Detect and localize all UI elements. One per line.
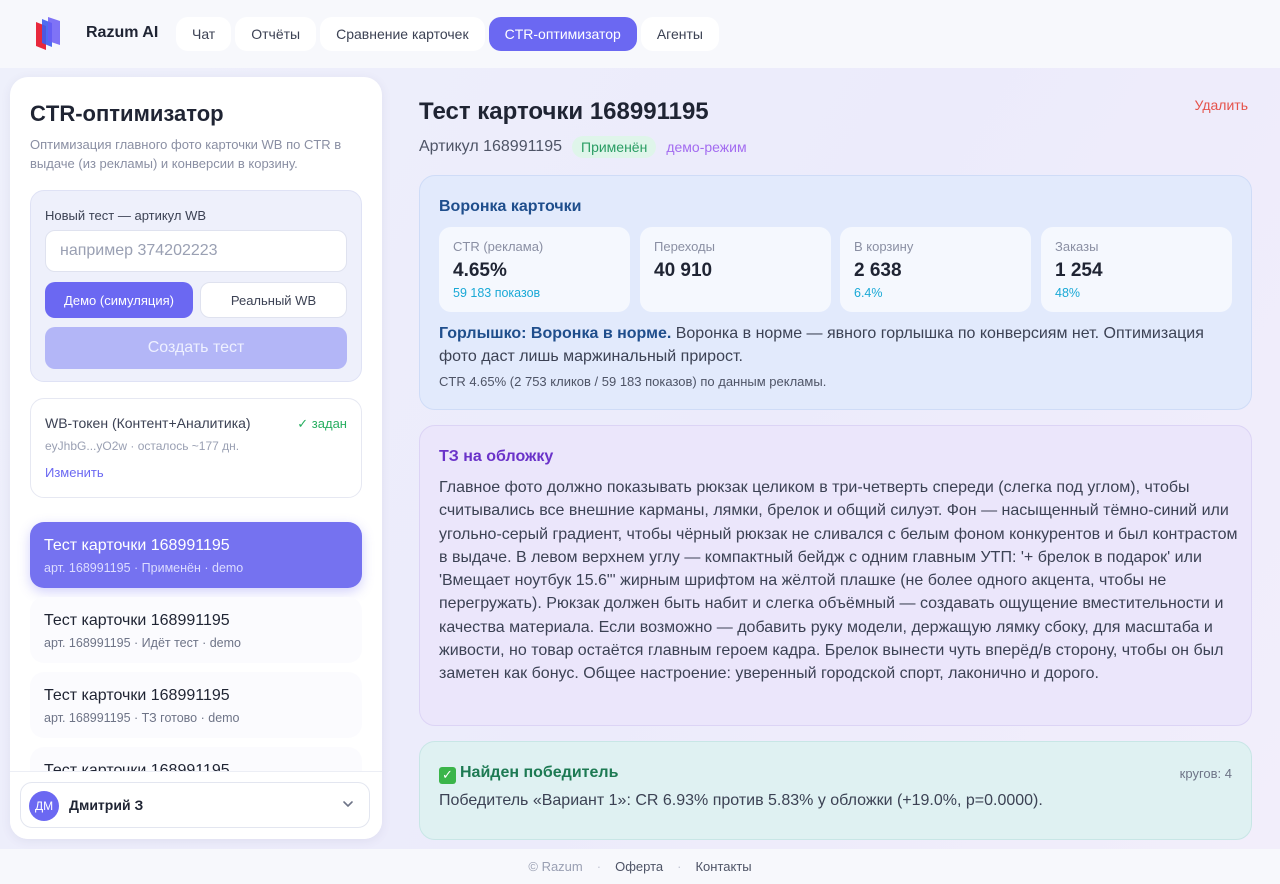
metric-value: 40 910 — [654, 260, 713, 281]
create-test-button[interactable]: Создать тест — [45, 327, 347, 369]
token-edit-link[interactable]: Изменить — [45, 465, 104, 480]
ctr-note: CTR 4.65% (2 753 кликов / 59 183 показов… — [439, 374, 827, 389]
cover-brief-card: ТЗ на обложку Главное фото должно показы… — [419, 425, 1252, 726]
footer-separator: · — [677, 859, 682, 874]
article-line: Артикул 168991195 Применён демо-режим — [419, 136, 747, 158]
tab-chat[interactable]: Чат — [176, 17, 232, 51]
chevron-down-icon — [343, 801, 353, 808]
razum-logo-icon[interactable] — [34, 16, 62, 52]
article-input[interactable] — [45, 230, 347, 272]
funnel-title: Воронка карточки — [439, 198, 582, 215]
check-mark-icon: ✓ — [439, 766, 456, 784]
metric-value: 4.65% — [453, 260, 507, 281]
tab-reports[interactable]: Отчёты — [235, 17, 317, 51]
test-item-title: Тест карточки 168991195 — [44, 537, 230, 554]
cover-brief-text: Главное фото должно показывать рюкзак це… — [439, 479, 1238, 683]
metric-label: CTR (реклама) — [453, 239, 544, 254]
rounds-count: кругов: 4 — [1179, 766, 1232, 781]
metric-orders: Заказы 1 254 48% — [1041, 227, 1232, 312]
metric-ctr: CTR (реклама) 4.65% 59 183 показов — [439, 227, 630, 312]
footer: © Razum · Оферта · Контакты — [0, 849, 1280, 884]
winner-heading: ✓ Найден победитель — [439, 764, 618, 784]
metric-label: Заказы — [1055, 239, 1099, 254]
token-status: ✓ задан — [297, 416, 347, 431]
top-bar: Razum AI Чат Отчёты Сравнение карточек C… — [0, 0, 1280, 68]
new-test-panel: Новый тест — артикул WB Демо (симуляция)… — [30, 190, 362, 382]
token-title: WB-токен (Контент+Аналитика) — [45, 415, 251, 431]
new-test-label: Новый тест — артикул WB — [45, 208, 207, 223]
metric-sub: 6.4% — [854, 286, 883, 300]
metric-sub: 59 183 показов — [453, 286, 541, 300]
user-name: Дмитрий З — [69, 797, 144, 813]
demo-mode-tag: демо-режим — [666, 139, 747, 155]
token-info: eyJhbG...yO2w · осталось ~177 дн. — [45, 439, 240, 453]
avatar: ДМ — [29, 791, 59, 821]
test-item-title: Тест карточки 168991195 — [44, 687, 230, 704]
bottleneck-title: Горлышко: Воронка в норме. — [439, 325, 672, 342]
test-list-item[interactable]: Тест карточки 168991195 арт. 168991195 ·… — [30, 597, 362, 663]
footer-separator: · — [596, 859, 602, 874]
bottleneck-body: Воронка в норме — явного горлышка по кон… — [439, 325, 1204, 365]
status-badge: Применён — [572, 136, 657, 158]
user-bar: ДМ Дмитрий З — [10, 771, 382, 839]
metric-label: Переходы — [654, 239, 715, 254]
metric-label: В корзину — [854, 239, 914, 254]
demo-mode-button[interactable]: Демо (симуляция) — [45, 282, 193, 318]
test-list-item-active[interactable]: Тест карточки 168991195 арт. 168991195 ·… — [30, 522, 362, 588]
real-wb-mode-button[interactable]: Реальный WB — [200, 282, 347, 318]
winner-text: Победитель «Вариант 1»: CR 6.93% против … — [439, 792, 1043, 809]
metric-sub: 48% — [1055, 286, 1081, 300]
article-number: Артикул 168991195 — [419, 138, 562, 155]
main-nav: Чат Отчёты Сравнение карточек CTR-оптими… — [176, 17, 719, 51]
test-item-meta: арт. 168991195 · Применён · demo — [44, 561, 244, 575]
sidebar-description: Оптимизация главного фото карточки WB по… — [30, 137, 342, 171]
metric-value: 1 254 — [1055, 260, 1103, 281]
brand-name: Razum AI — [86, 24, 159, 41]
winner-card: ✓ Найден победитель кругов: 4 Победитель … — [419, 741, 1252, 840]
sidebar-title: CTR-оптимизатор — [30, 101, 224, 126]
page-title: Тест карточки 168991195 — [419, 98, 709, 125]
footer-offer-link[interactable]: Оферта — [615, 859, 664, 874]
metric-cart: В корзину 2 638 6.4% — [840, 227, 1031, 312]
cover-brief-title: ТЗ на обложку — [439, 448, 554, 465]
footer-contacts-link[interactable]: Контакты — [695, 859, 752, 874]
winner-title: Найден победитель — [460, 764, 619, 781]
tab-agents[interactable]: Агенты — [640, 17, 719, 51]
test-item-meta: арт. 168991195 · ТЗ готово · demo — [44, 711, 240, 725]
funnel-card: Воронка карточки CTR (реклама) 4.65% 59 … — [419, 175, 1252, 410]
delete-button[interactable]: Удалить — [1194, 97, 1248, 113]
footer-copyright: © Razum — [528, 859, 583, 874]
metric-clicks: Переходы 40 910 — [640, 227, 831, 312]
test-item-meta: арт. 168991195 · Идёт тест · demo — [44, 636, 241, 650]
test-list-item[interactable]: Тест карточки 168991195 арт. 168991195 ·… — [30, 672, 362, 738]
test-item-title: Тест карточки 168991195 — [44, 612, 230, 629]
metric-value: 2 638 — [854, 260, 902, 281]
wb-token-panel: WB-токен (Контент+Аналитика) ✓ задан eyJ… — [30, 398, 362, 498]
bottleneck-text: Горлышко: Воронка в норме. Воронка в нор… — [439, 322, 1239, 368]
sidebar: CTR-оптимизатор Оптимизация главного фот… — [10, 77, 382, 839]
tab-card-compare[interactable]: Сравнение карточек — [320, 17, 485, 51]
tab-ctr-optimizer[interactable]: CTR-оптимизатор — [488, 17, 637, 51]
user-menu[interactable]: ДМ Дмитрий З — [20, 782, 370, 828]
